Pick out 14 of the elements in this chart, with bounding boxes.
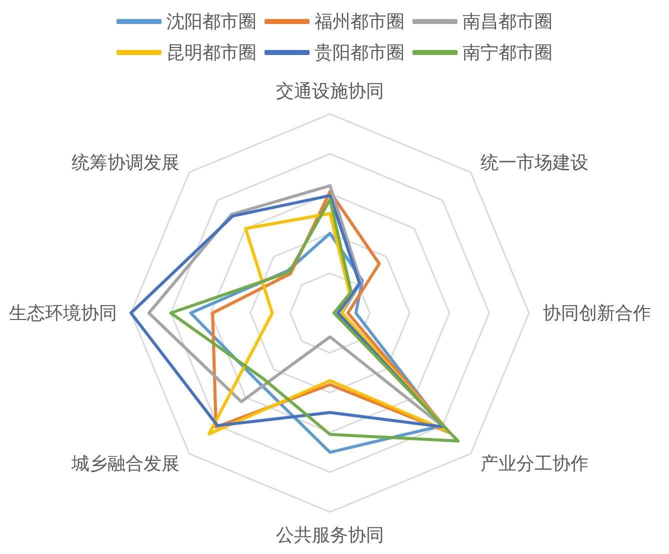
legend-label: 南宁都市圈 [462,42,552,62]
spoke-label: 统筹协调发展 [71,152,180,172]
spoke-label: 生态环境协同 [9,303,117,323]
legend-label: 福州都市圈 [314,12,404,32]
legend-label: 贵阳都市圈 [314,42,404,62]
spoke-label: 统一市场建设 [480,152,589,172]
spoke-label: 产业分工协作 [480,454,589,474]
legend-label: 南昌都市圈 [462,12,552,32]
spoke-label: 协同创新合作 [543,303,651,323]
spoke-label: 公共服务协同 [276,525,384,545]
legend-label: 昆明都市圈 [166,42,256,62]
legend-label: 沈阳都市圈 [166,12,256,32]
spoke-label: 交通设施协同 [276,81,384,101]
spoke-label: 城乡融合发展 [70,454,180,474]
